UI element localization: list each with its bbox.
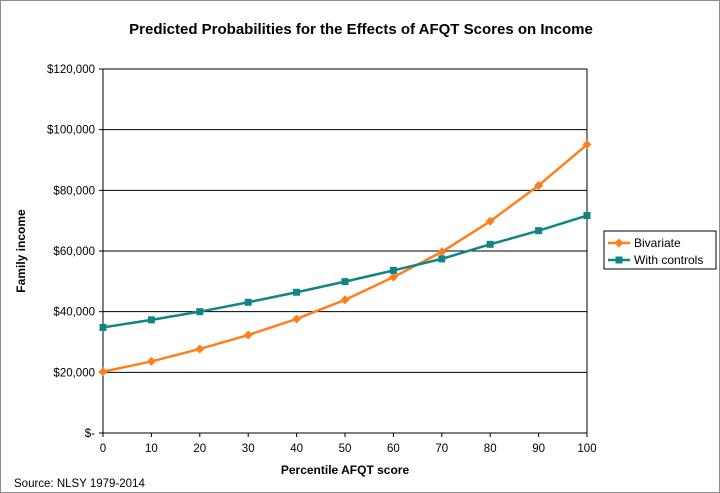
y-tick-label: $20,000 (53, 367, 95, 379)
x-tick-label: 40 (290, 443, 303, 455)
series-with-controls (99, 212, 591, 331)
y-tick-label: $120,000 (47, 64, 95, 76)
y-tick-label: $40,000 (53, 307, 95, 319)
legend-label-bivariate: Bivariate (634, 236, 681, 250)
y-tick-label: $80,000 (53, 185, 95, 197)
series-line-bivariate (102, 143, 588, 373)
x-tick-label: 50 (339, 443, 352, 455)
data-point-with-controls (196, 308, 204, 316)
x-tick-label: 10 (145, 443, 158, 455)
data-point-with-controls (438, 255, 446, 263)
chart-title: Predicted Probabilities for the Effects … (129, 21, 593, 38)
source-note: Source: NLSY 1979-2014 (14, 478, 145, 490)
legend-label-with-controls: With controls (634, 253, 703, 267)
data-point-with-controls (486, 240, 494, 248)
legend-marker-with-controls (615, 256, 623, 264)
data-point-with-controls (583, 212, 591, 220)
data-point-with-controls (99, 323, 107, 331)
data-point-with-controls (293, 288, 301, 296)
data-point-with-controls (389, 266, 397, 274)
data-point-with-controls (535, 227, 543, 235)
x-tick-label: 70 (435, 443, 448, 455)
y-axis-title: Family income (14, 209, 28, 293)
data-point-bivariate (98, 367, 108, 377)
data-point-bivariate (388, 272, 398, 282)
data-point-bivariate (485, 216, 495, 226)
x-tick-label: 90 (532, 443, 545, 455)
series-group (98, 140, 592, 377)
x-axis-tick-labels: 0 10 20 30 40 50 60 70 80 90 100 (100, 433, 597, 455)
x-axis-title: Percentile AFQT score (281, 463, 410, 477)
legend-marker-bivariate (614, 238, 624, 248)
data-point-bivariate (195, 344, 205, 354)
x-tick-label: 60 (387, 443, 400, 455)
x-tick-label: 20 (193, 443, 206, 455)
series-line-with-controls (102, 214, 588, 329)
y-tick-label: $- (85, 428, 95, 440)
x-tick-label: 80 (484, 443, 497, 455)
data-point-bivariate (534, 180, 544, 190)
data-point-bivariate (437, 247, 447, 257)
data-point-with-controls (147, 316, 155, 324)
y-tick-label: $100,000 (47, 125, 95, 137)
x-tick-label: 100 (577, 443, 596, 455)
legend-items: Bivariate With controls (608, 236, 703, 267)
y-axis-tick-labels: $- $20,000 $40,000 $60,000 $80,000 $100,000 $1… (47, 64, 103, 440)
data-point-bivariate (243, 330, 253, 340)
data-point-bivariate (340, 295, 350, 305)
data-point-with-controls (341, 278, 349, 286)
gridlines (103, 68, 587, 434)
y-tick-label: $60,000 (53, 246, 95, 258)
series-bivariate (98, 140, 592, 377)
data-point-bivariate (146, 356, 156, 366)
x-tick-label: 0 (100, 443, 106, 455)
legend-box (603, 230, 717, 270)
data-point-bivariate (582, 140, 592, 150)
data-point-bivariate (292, 314, 302, 324)
legend: Bivariate With controls (603, 230, 717, 270)
x-tick-label: 30 (242, 443, 255, 455)
data-point-with-controls (244, 298, 252, 306)
